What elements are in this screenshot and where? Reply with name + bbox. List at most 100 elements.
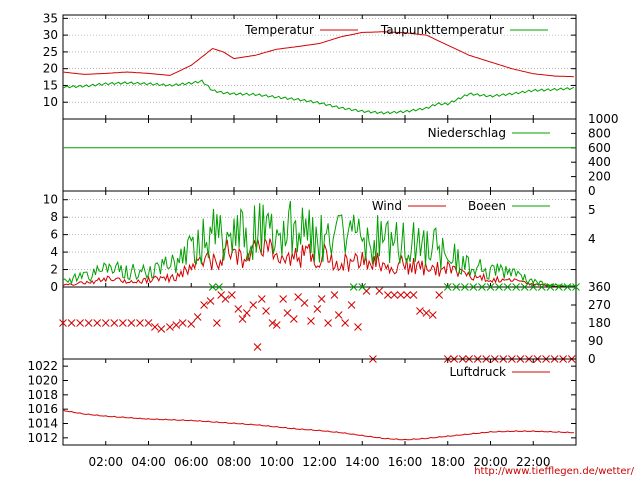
direction-point xyxy=(555,283,563,291)
direction-point xyxy=(221,295,230,303)
pressure-ytick-label: 1020 xyxy=(27,374,58,388)
direction-point xyxy=(283,309,292,317)
direction-point xyxy=(208,283,217,291)
direction-marker-stroke xyxy=(349,283,358,291)
direction-point xyxy=(546,283,555,291)
direction-marker-stroke xyxy=(172,321,181,329)
direction-point xyxy=(136,319,144,327)
pressure-ytick-label: 1016 xyxy=(27,402,58,416)
wind-ytick-label: 6 xyxy=(50,228,58,242)
direction-point xyxy=(157,325,166,333)
wind-ytick-label: 8 xyxy=(50,210,58,224)
direction-point xyxy=(268,319,277,327)
direction-marker-stroke xyxy=(358,283,367,291)
direction-marker-stroke xyxy=(563,283,572,291)
direction-marker-stroke xyxy=(242,309,251,317)
direction-marker-stroke xyxy=(354,323,362,331)
direction-marker-stroke xyxy=(555,283,563,291)
direction-point xyxy=(289,315,298,323)
direction-marker-stroke xyxy=(249,301,258,309)
direction-point xyxy=(460,283,469,291)
direction-marker-stroke xyxy=(178,319,187,327)
direction-marker-stroke xyxy=(486,283,495,291)
direction-point xyxy=(84,319,93,327)
direction-point xyxy=(257,295,266,303)
direction-marker-stroke xyxy=(443,283,452,291)
direction-marker-stroke xyxy=(347,301,356,309)
direction-marker-stroke xyxy=(294,293,302,301)
direction-point xyxy=(349,283,358,291)
wind-legend-label: Wind xyxy=(372,199,402,213)
direction-marker-stroke xyxy=(375,287,384,295)
direction-marker-stroke xyxy=(110,319,119,327)
direction-marker-stroke xyxy=(234,305,243,313)
direction-marker-stroke xyxy=(520,283,529,291)
direction-marker-stroke xyxy=(396,291,405,299)
direction-marker-stroke xyxy=(268,319,277,327)
direction-marker-stroke xyxy=(279,295,288,303)
direction-marker-stroke xyxy=(127,319,136,327)
direction-point xyxy=(529,283,538,291)
direction-point xyxy=(478,283,486,291)
rain-ytick-label: 400 xyxy=(588,155,611,169)
direction-marker-stroke xyxy=(187,320,196,328)
direction-marker-stroke xyxy=(272,321,281,329)
temp-ytick-label: 10 xyxy=(43,95,58,109)
direction-point xyxy=(59,319,67,327)
direction-marker-stroke xyxy=(313,305,322,313)
direction-point xyxy=(358,283,367,291)
temp-ytick-label: 25 xyxy=(43,45,58,59)
temperature-series-line xyxy=(62,31,574,78)
direction-point xyxy=(384,291,392,299)
direction-point xyxy=(396,291,405,299)
x-tick-label: 14:00 xyxy=(345,455,380,469)
direction-marker-stroke xyxy=(93,319,102,327)
direction-marker-stroke xyxy=(384,291,392,299)
direction-marker-stroke xyxy=(289,315,298,323)
wind-right-ytick-label: 5 xyxy=(588,203,596,217)
direction-point xyxy=(347,301,356,309)
direction-marker-stroke xyxy=(403,291,411,299)
direction-marker-stroke xyxy=(409,291,418,299)
direction-point xyxy=(537,283,546,291)
rain-ytick-label: 600 xyxy=(588,141,611,155)
direction-marker-stroke xyxy=(151,323,159,331)
direction-point xyxy=(403,291,411,299)
temp-ytick-label: 35 xyxy=(43,11,58,25)
direction-marker-stroke xyxy=(228,291,236,299)
direction-marker-stroke xyxy=(208,283,217,291)
direction-point xyxy=(317,295,326,303)
direction-ytick-label: 90 xyxy=(588,334,603,348)
direction-ytick-label: 0 xyxy=(588,352,596,366)
direction-marker-stroke xyxy=(503,283,512,291)
direction-point xyxy=(172,321,181,329)
pressure-ytick-label: 1018 xyxy=(27,388,58,402)
rain-ytick-label: 1000 xyxy=(588,112,619,126)
direction-marker-stroke xyxy=(221,295,230,303)
direction-point xyxy=(228,291,236,299)
source-url: http://www.tiefflegen.de/wetter/ xyxy=(474,466,634,477)
temp-ytick-label: 15 xyxy=(43,78,58,92)
direction-point xyxy=(520,283,529,291)
direction-point xyxy=(416,307,424,315)
direction-point xyxy=(422,309,431,317)
direction-marker-stroke xyxy=(283,309,292,317)
direction-marker-stroke xyxy=(157,325,166,333)
direction-marker-stroke xyxy=(238,315,247,323)
direction-point xyxy=(324,319,332,327)
direction-ytick-label: 270 xyxy=(588,298,611,312)
direction-marker-stroke xyxy=(59,319,67,327)
direction-marker-stroke xyxy=(324,319,332,327)
rain-ytick-label: 200 xyxy=(588,170,611,184)
direction-point xyxy=(272,321,281,329)
pressure-legend-label: Luftdruck xyxy=(449,365,506,379)
wind-ytick-label: 2 xyxy=(50,263,58,277)
direction-marker-stroke xyxy=(495,283,503,291)
direction-marker-stroke xyxy=(200,301,208,309)
direction-point xyxy=(166,323,174,331)
direction-marker-stroke xyxy=(76,319,84,327)
direction-marker-stroke xyxy=(300,299,309,307)
direction-point xyxy=(313,305,322,313)
x-tick-label: 02:00 xyxy=(88,455,123,469)
direction-point xyxy=(234,305,243,313)
